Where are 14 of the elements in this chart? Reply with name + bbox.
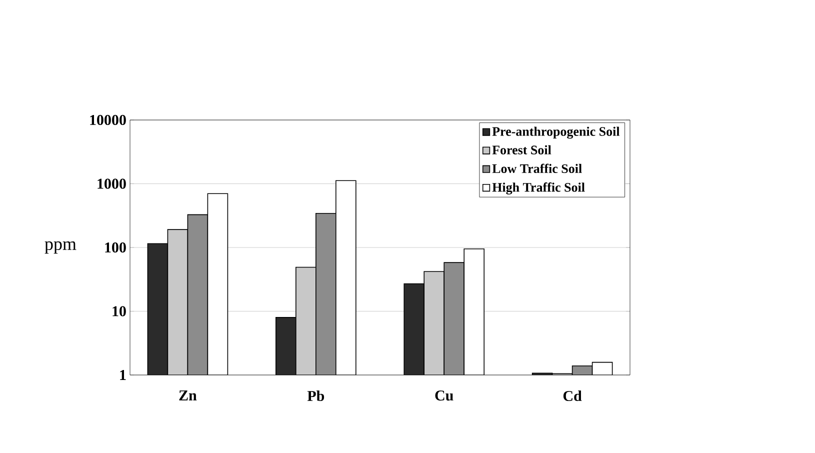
y-tick-label: 1000 xyxy=(98,178,126,189)
x-tick-label: Pb xyxy=(307,390,324,402)
legend-label: Forest Soil xyxy=(492,145,552,154)
y-axis-title: ppm xyxy=(44,241,76,254)
legend-label: Low Traffic Soil xyxy=(492,164,582,174)
y-tick-label: 10000 xyxy=(90,114,126,126)
y-tick-label: 10 xyxy=(112,306,126,316)
y-tick-label: 100 xyxy=(105,242,126,253)
legend-label: Pre-anthropogenic Soil xyxy=(492,126,620,139)
legend-label: High Traffic Soil xyxy=(492,182,585,194)
x-tick-label: Cd xyxy=(563,390,582,402)
y-tick-label: 1 xyxy=(120,370,126,380)
x-tick-label: Zn xyxy=(179,390,197,400)
x-tick-label: Cu xyxy=(435,390,454,401)
